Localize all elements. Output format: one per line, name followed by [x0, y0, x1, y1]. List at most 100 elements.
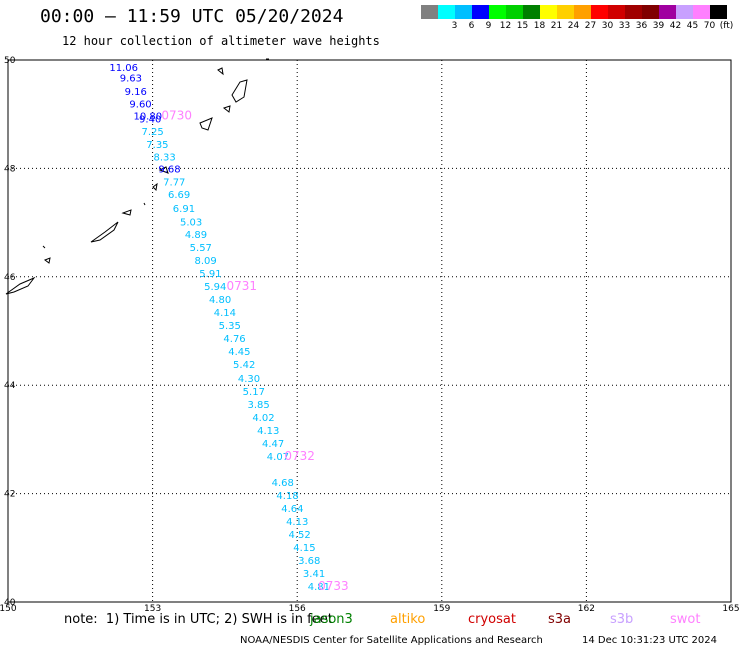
scale-label: 36 — [635, 21, 648, 31]
scale-label: 12 — [499, 21, 512, 31]
wave-height-value: 3.85 — [248, 400, 270, 411]
scale-swatch — [421, 5, 438, 19]
wave-height-value: 9.63 — [120, 74, 142, 85]
wave-height-value: 4.81 — [308, 582, 330, 593]
lat-tick-label: 46 — [4, 273, 16, 283]
lat-tick-label: 50 — [4, 56, 16, 66]
wave-height-value: 5.03 — [180, 217, 202, 228]
satellite-legend-item: altiko — [390, 612, 426, 627]
scale-swatch — [523, 5, 540, 19]
lat-tick-label: 48 — [4, 164, 16, 174]
wave-height-value: 4.18 — [276, 491, 298, 502]
wave-height-value: 4.30 — [238, 374, 260, 385]
wave-height-value: 5.35 — [219, 321, 241, 332]
island-outline — [42, 245, 46, 249]
wave-height-value: 4.14 — [214, 308, 236, 319]
wave-height-value: 4.13 — [286, 517, 308, 528]
scale-swatch — [540, 5, 557, 19]
wave-height-value: 5.57 — [190, 243, 212, 254]
scale-label: 15 — [516, 21, 529, 31]
scale-swatch — [472, 5, 489, 19]
wave-height-value: 4.89 — [185, 230, 207, 241]
wave-height-value: 4.07 — [267, 452, 289, 463]
lon-tick-label: 162 — [578, 604, 595, 614]
scale-label: 70 — [703, 21, 716, 31]
wave-height-value: 9.60 — [129, 100, 151, 111]
scale-swatch — [455, 5, 472, 19]
island-outline — [217, 67, 224, 76]
scale-label: 33 — [618, 21, 631, 31]
satellite-legend-item: s3a — [548, 612, 572, 627]
scale-swatch — [574, 5, 591, 19]
island-outline — [43, 257, 51, 264]
pass-time-label: 0731 — [226, 279, 257, 293]
wave-height-value: 6.91 — [173, 204, 195, 215]
island-outline — [90, 221, 119, 243]
scale-label: 45 — [686, 21, 699, 31]
wave-height-value: 3.41 — [303, 569, 325, 580]
wave-height-value: 8.33 — [154, 152, 176, 163]
scale-label: 6 — [468, 21, 475, 31]
wave-height-value: 4.80 — [209, 295, 231, 306]
footer-note: note: 1) Time is in UTC; 2) SWH is in fe… — [64, 612, 333, 627]
lat-tick-label: 44 — [4, 381, 16, 391]
wave-height-value: 9.68 — [158, 165, 180, 176]
island-outline — [152, 182, 158, 192]
wave-height-value: 10.80 — [133, 112, 162, 123]
scale-swatch — [659, 5, 676, 19]
satellite-legend-item: s3b — [610, 612, 634, 627]
scale-label: 39 — [652, 21, 665, 31]
map-frame — [7, 59, 732, 603]
island-outline — [158, 166, 169, 174]
wave-height-value: 4.13 — [257, 426, 279, 437]
island-outline — [222, 105, 231, 113]
wave-height-value: 5.94 — [204, 282, 226, 293]
wave-height-value: 4.47 — [262, 439, 284, 450]
wave-height-value: 3.68 — [298, 556, 320, 567]
wave-height-value: 7.77 — [163, 178, 185, 189]
scale-swatch — [710, 5, 727, 19]
scale-swatch — [676, 5, 693, 19]
wave-height-value: 7.35 — [146, 140, 168, 151]
wave-height-value: 9.40 — [139, 114, 161, 125]
pass-time-label: 0730 — [161, 109, 192, 123]
scale-swatch — [591, 5, 608, 19]
scale-swatch — [506, 5, 523, 19]
wave-height-value: 4.15 — [293, 543, 315, 554]
map-title: 00:00 – 11:59 UTC 05/20/2024 — [40, 6, 344, 27]
island-outline — [199, 117, 213, 131]
wave-height-value: 4.64 — [281, 504, 303, 515]
scale-label: 30 — [601, 21, 614, 31]
lat-tick-label: 40 — [4, 598, 16, 608]
scale-label: 24 — [567, 21, 580, 31]
scale-label: (ft) — [719, 21, 734, 31]
wave-height-value: 4.02 — [252, 413, 274, 424]
lon-tick-label: 156 — [289, 604, 306, 614]
pass-time-label: 0732 — [284, 449, 315, 463]
island-outline — [143, 202, 146, 206]
wave-height-value: 4.52 — [288, 530, 310, 541]
wave-height-value: 8.09 — [194, 256, 216, 267]
scale-swatch — [642, 5, 659, 19]
island-outline — [5, 276, 36, 295]
scale-label: 21 — [550, 21, 563, 31]
pass-time-label: 0733 — [318, 579, 349, 593]
scale-swatch — [693, 5, 710, 19]
scale-swatch — [557, 5, 574, 19]
map-subtitle: 12 hour collection of altimeter wave hei… — [62, 34, 380, 48]
scale-label: 18 — [533, 21, 546, 31]
scale-label: 3 — [451, 21, 458, 31]
coastline-islands — [5, 58, 269, 295]
scale-label: 9 — [485, 21, 492, 31]
wave-height-value: 4.68 — [272, 478, 294, 489]
satellite-legend-item: jason3 — [310, 612, 353, 627]
wave-height-value: 7.25 — [141, 127, 163, 138]
lon-tick-label: 159 — [433, 604, 450, 614]
lat-tick-label: 42 — [4, 490, 15, 500]
map-grid: 150 153 156 159 162 165 50 48 46 44 42 40 — [0, 56, 740, 614]
scale-label: 42 — [669, 21, 682, 31]
island-outline — [121, 209, 132, 216]
wave-height-value: 5.17 — [243, 387, 265, 398]
satellite-legend-item: cryosat — [468, 612, 516, 627]
wave-height-value: 9.16 — [125, 87, 147, 98]
